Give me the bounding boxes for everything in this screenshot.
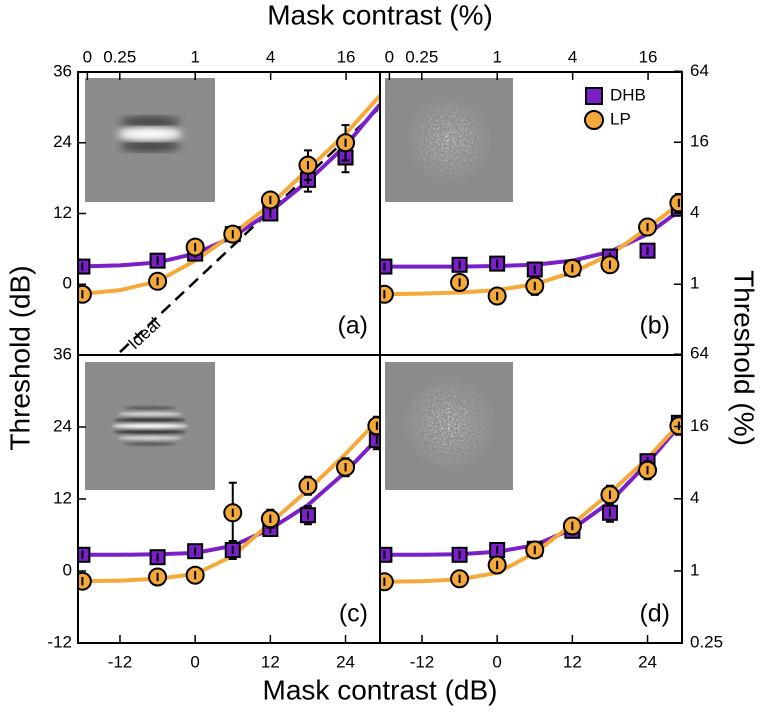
x2-tick-label: 0: [385, 47, 394, 66]
y2-axis-title: Threshold (%): [729, 270, 760, 446]
data-point: [380, 546, 393, 563]
x-tick-label: 12: [563, 652, 582, 671]
data-point: [78, 546, 91, 563]
y-tick-label: 36: [53, 61, 72, 80]
x2-tick-label: 0.25: [103, 47, 136, 66]
stimulus-inset: [85, 362, 215, 490]
data-point: [78, 258, 91, 275]
y-tick-label: 0: [63, 560, 72, 579]
plot-area: [78, 94, 380, 353]
x2-tick-label: 4: [266, 47, 275, 66]
x2-tick-label: 1: [492, 47, 501, 66]
stimulus-inset: [85, 78, 215, 202]
y-tick-label: 24: [53, 132, 72, 151]
data-point: [367, 416, 380, 436]
y-tick-label: -12: [47, 632, 72, 651]
ideal-line: [119, 107, 380, 353]
x-tick-label: 0: [190, 652, 199, 671]
y2-tick-label: 64: [690, 61, 709, 80]
data-point: [78, 571, 92, 591]
data-point: [380, 258, 393, 275]
x2-tick-label: 1: [190, 47, 199, 66]
y-tick-label: 12: [53, 203, 72, 222]
stimulus-inset: [385, 362, 513, 490]
legend-label: LP: [610, 109, 631, 128]
x2-axis-title: Mask contrast (%): [267, 0, 493, 30]
y-tick-label: 24: [53, 416, 72, 435]
y2-tick-label: 4: [690, 203, 699, 222]
y2-tick-label: 0.25: [690, 633, 723, 652]
panel: -12 0 12 24 36 -12 0 12 24 (c): [47, 344, 381, 671]
y-tick-label: 36: [53, 344, 72, 363]
y2-tick-label: 64: [690, 344, 709, 363]
data-point: [380, 284, 394, 304]
panel-label: (a): [337, 312, 368, 340]
data-point: [78, 284, 92, 304]
y2-tick-label: 16: [690, 132, 709, 151]
plot-area: [78, 415, 380, 591]
panel-frame: [379, 354, 683, 644]
panel: 0.25 1 4 16 64 -12 0 12 24 (d): [379, 344, 723, 671]
x-tick-label: 0: [492, 652, 501, 671]
x-tick-label: 24: [336, 652, 355, 671]
y-tick-label: 0: [63, 274, 72, 293]
panel-label: (b): [639, 312, 670, 340]
panel: 1 4 16 64 0 0.25 1 4 16 DHB LP (b): [379, 47, 709, 356]
x2-tick-label: 0.25: [405, 47, 438, 66]
x-tick-label: -12: [108, 652, 133, 671]
x-tick-label: 24: [638, 652, 657, 671]
x2-tick-label: 0: [83, 47, 92, 66]
y-tick-label: 12: [53, 488, 72, 507]
x-tick-label: 12: [261, 652, 280, 671]
x2-tick-label: 4: [568, 47, 577, 66]
x2-tick-label: 16: [639, 47, 658, 66]
legend-label: DHB: [610, 85, 646, 104]
y2-tick-label: 4: [690, 488, 699, 507]
y-axis-title: Threshold (dB): [4, 265, 35, 450]
data-point: [669, 193, 682, 213]
stimulus-inset: [385, 78, 513, 202]
legend-swatch: [584, 110, 604, 130]
legend-swatch: [585, 87, 603, 105]
ideal-label: Ideal: [124, 314, 164, 353]
panel-label: (d): [639, 600, 670, 628]
x2-tick-label: 16: [337, 47, 356, 66]
panel-label: (c): [339, 600, 368, 628]
y2-tick-label: 1: [690, 274, 699, 293]
y2-tick-label: 16: [690, 416, 709, 435]
plot-area: [380, 193, 682, 306]
y2-tick-label: 1: [690, 560, 699, 579]
x-axis-title: Mask contrast (dB): [263, 674, 498, 705]
x-tick-label: -12: [410, 652, 435, 671]
data-point: [380, 572, 394, 592]
